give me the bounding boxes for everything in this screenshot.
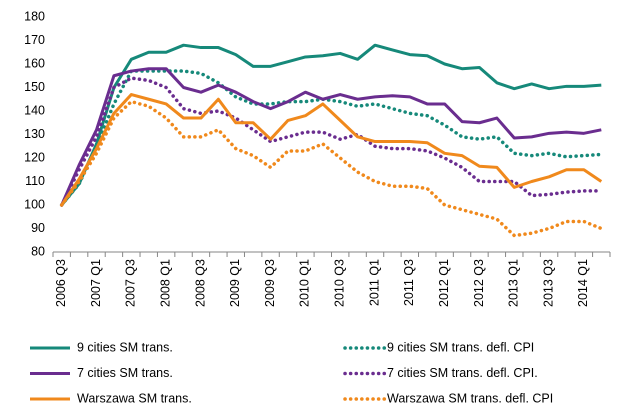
y-tick-label: 140 bbox=[24, 103, 45, 117]
x-tick-label: 2011 Q1 bbox=[367, 259, 381, 306]
series-line bbox=[59, 69, 604, 207]
x-tick-label: 2009 Q3 bbox=[263, 259, 277, 307]
y-tick-label: 110 bbox=[25, 174, 45, 188]
x-tick-label: 2013 Q3 bbox=[541, 259, 555, 307]
legend-label: Warszawa SM trans. defl. CPI bbox=[387, 391, 553, 405]
series-line bbox=[59, 99, 604, 238]
legend-label: 9 cities SM trans. bbox=[77, 340, 173, 354]
x-tick-label: 2011 Q3 bbox=[402, 259, 416, 306]
series-line bbox=[60, 93, 603, 206]
y-tick-label: 180 bbox=[24, 9, 45, 23]
x-tick-label: 2008 Q1 bbox=[158, 259, 172, 307]
y-tick-label: 120 bbox=[24, 150, 45, 164]
x-tick-label: 2012 Q3 bbox=[472, 259, 486, 307]
legend-label: 7 cities SM trans. bbox=[77, 366, 173, 380]
x-tick-label: 2006 Q3 bbox=[54, 259, 68, 307]
x-tick-label: 2007 Q1 bbox=[89, 259, 103, 307]
y-tick-label: 80 bbox=[31, 244, 45, 258]
x-tick-label: 2008 Q3 bbox=[193, 259, 207, 307]
y-tick-label: 130 bbox=[24, 127, 45, 141]
y-tick-label: 100 bbox=[24, 197, 45, 211]
legend-label: 7 cities SM trans. defl. CPI. bbox=[387, 366, 538, 380]
legend-label: Warszawa SM trans. bbox=[77, 391, 192, 405]
x-tick-label: 2007 Q3 bbox=[124, 259, 138, 307]
x-tick-label: 2010 Q1 bbox=[298, 259, 312, 307]
series-line bbox=[60, 43, 602, 206]
y-tick-label: 150 bbox=[24, 80, 45, 94]
x-tick-label: 2012 Q1 bbox=[437, 259, 451, 307]
y-tick-label: 160 bbox=[24, 56, 45, 70]
legend-label: 9 cities SM trans. defl. CPI bbox=[387, 340, 534, 354]
x-tick-label: 2014 Q1 bbox=[576, 259, 590, 307]
series-line bbox=[60, 67, 602, 206]
y-tick-label: 170 bbox=[24, 33, 45, 47]
y-tick-label: 90 bbox=[31, 221, 45, 235]
x-tick-label: 2013 Q1 bbox=[507, 259, 521, 307]
x-tick-label: 2010 Q3 bbox=[333, 259, 347, 307]
x-tick-label: 2009 Q1 bbox=[228, 259, 242, 307]
series-line bbox=[59, 76, 604, 207]
